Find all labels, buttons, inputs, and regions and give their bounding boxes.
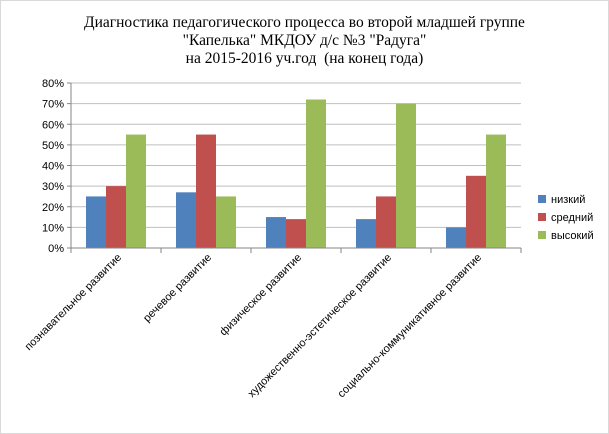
legend-swatch xyxy=(538,231,546,239)
legend-label: низкий xyxy=(551,194,585,206)
y-axis-ticks: 0% 10% 20% 30% 40% 50% 60% 70% 80% xyxy=(42,78,71,255)
legend-label: средний xyxy=(551,212,593,224)
bar-средний xyxy=(196,134,216,248)
bar-высокий xyxy=(126,134,146,248)
legend-label: высокий xyxy=(551,230,594,242)
bar-средний xyxy=(376,196,396,248)
bar-высокий xyxy=(486,134,506,248)
y-tick-label: 80% xyxy=(42,78,64,90)
y-tick-label: 70% xyxy=(42,99,64,111)
legend-swatch xyxy=(538,213,546,221)
chart-title-line-2: "Капелька" МКДОУ д/с №3 "Радуга" xyxy=(182,32,427,49)
y-tick-label: 50% xyxy=(42,140,64,152)
chart-title: Диагностика педагогического процесса во … xyxy=(0,14,609,68)
y-tick-label: 60% xyxy=(42,119,64,131)
y-tick-label: 0% xyxy=(48,243,64,255)
y-tick-label: 10% xyxy=(42,222,64,234)
axes xyxy=(70,83,522,253)
bars xyxy=(86,99,506,248)
bar-высокий xyxy=(216,196,236,248)
legend-swatch xyxy=(538,195,546,203)
bar-средний xyxy=(286,219,306,248)
chart-title-line-3: на 2015-2016 уч.год (на конец года) xyxy=(185,50,424,67)
x-category-label: познавательное развитие xyxy=(23,252,124,353)
bar-высокий xyxy=(306,99,326,248)
bar-низкий xyxy=(446,227,466,248)
bar-низкий xyxy=(356,219,376,248)
chart-title-line-1: Диагностика педагогического процесса во … xyxy=(84,14,525,31)
bar-низкий xyxy=(86,196,106,248)
x-category-label: речевое развитие xyxy=(141,252,214,325)
bar-высокий xyxy=(396,103,416,248)
bar-средний xyxy=(466,175,486,248)
y-tick-label: 40% xyxy=(42,161,64,173)
x-category-label: художественно-эстетическое развитие xyxy=(246,252,394,400)
legend: низкий средний высокий xyxy=(538,194,594,242)
y-tick-label: 20% xyxy=(42,202,64,214)
bar-низкий xyxy=(266,217,286,248)
y-tick-label: 30% xyxy=(42,181,64,193)
x-category-label: физическое развитие xyxy=(218,252,305,339)
bar-средний xyxy=(106,186,126,248)
x-axis-labels: познавательное развитие речевое развитие ф… xyxy=(23,252,484,401)
x-category-label: социально-коммуникативное развитие xyxy=(336,252,485,401)
bar-низкий xyxy=(176,192,196,248)
